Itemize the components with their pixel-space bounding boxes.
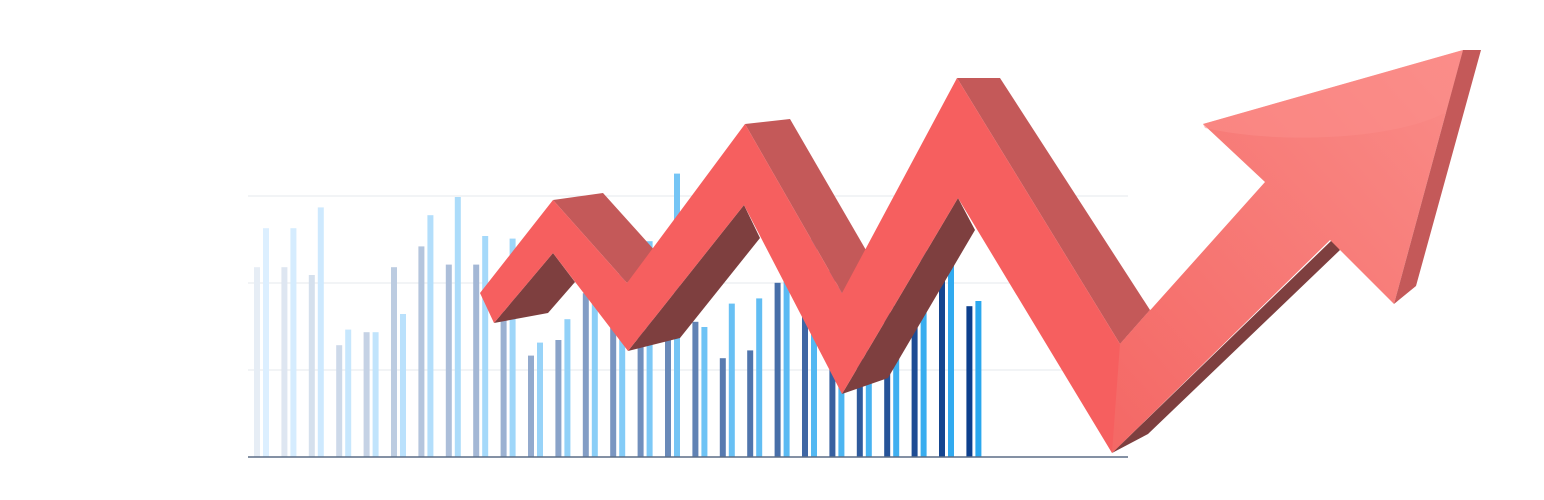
bar-dark [500,311,507,457]
bar-light [701,327,708,457]
bar-light [646,241,653,457]
bar-light [482,236,489,457]
bar-dark [747,350,754,457]
bar-dark [336,345,343,457]
arrow-head-side [1394,50,1481,304]
bar-light [564,319,571,457]
trend-up-arrow-icon [480,50,1481,453]
bar-dark [774,282,781,457]
bar-dark [555,340,562,457]
bar-dark [528,355,534,457]
bar-light [920,220,927,457]
bar-dark [391,267,397,457]
bar-light [865,350,872,457]
bar-dark [692,321,699,457]
bar-light [509,238,516,457]
bar-dark [445,264,452,457]
bar-light [400,314,406,457]
bar-dark [610,303,617,457]
bar-light [948,259,954,457]
bar-light [427,215,434,457]
bar-light [783,269,790,457]
arrow-shadow-face-1 [494,253,575,323]
bar-dark [254,267,260,457]
bar-dark [966,306,973,457]
bar-dark [719,358,726,457]
bar-dark [308,275,315,457]
bar-light [619,264,626,457]
arrow-front-face [480,78,1330,453]
bar-light [537,342,543,457]
bar-light [290,228,297,457]
bar-light [263,228,269,457]
bar-dark [637,277,644,457]
arrow-top-face-2 [745,119,870,293]
arrow-shadow-face-4 [1112,240,1340,453]
bar-dark [418,246,425,457]
bar-dark [281,267,288,457]
bar-dark [582,293,589,457]
bar-light [893,306,900,457]
bar-dark [802,285,808,457]
arrow-shadow-face-2 [628,205,760,351]
bar-dark [473,264,480,457]
arrow-shadow-face-3 [842,198,975,394]
bar-dark [363,332,370,457]
arrow-head [1112,50,1463,453]
bar-light [372,332,379,457]
bar-light [756,298,763,457]
bar-light [728,303,735,457]
arrow-top-face-3 [957,78,1150,344]
bar-dark [665,340,671,457]
arrow-top-face-1 [553,193,657,283]
arrow-head-highlight [1203,50,1463,138]
bar-dark [911,282,918,457]
bar-light [975,301,982,457]
bar-dark [939,275,945,457]
bar-light [454,197,461,457]
bar-light [317,207,324,457]
bar-light [345,329,352,457]
bar-light [591,288,598,457]
